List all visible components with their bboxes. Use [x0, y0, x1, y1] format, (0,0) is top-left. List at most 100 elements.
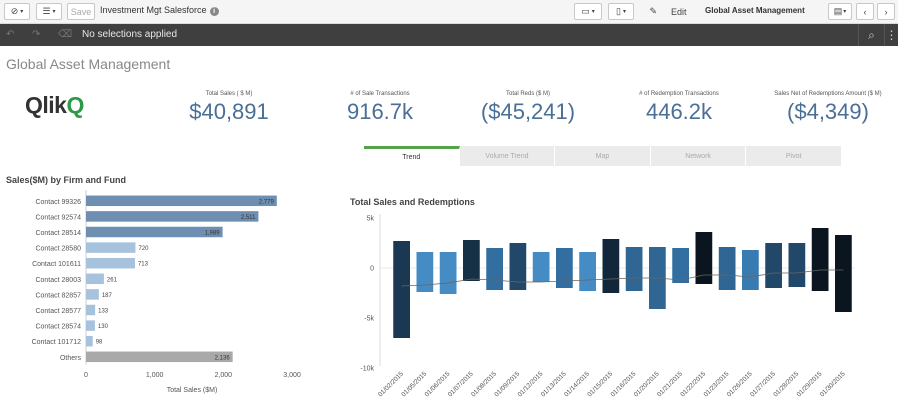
previous-sheet-button[interactable]: ‹ — [856, 3, 874, 20]
app-title-text: Investment Mgt Salesforce — [100, 5, 207, 15]
data-label: 2,779 — [259, 199, 275, 205]
category-label: Contact 101712 — [32, 339, 82, 346]
kpi-label: Sales Net of Redemptions Amount ($ M) — [774, 91, 882, 97]
y-tick-label: 5k — [367, 216, 375, 223]
bar[interactable] — [463, 240, 480, 281]
kpi-label: # of Redemption Transactions — [639, 91, 719, 97]
search-icon: ⌕ — [868, 27, 875, 42]
bar[interactable] — [86, 351, 233, 363]
tab-trend[interactable]: Trend — [364, 146, 460, 166]
bar[interactable] — [393, 241, 410, 338]
y-tick-label: 0 — [370, 266, 374, 273]
bar[interactable] — [811, 228, 829, 291]
sheet-title: Global Asset Management — [6, 56, 171, 72]
bar[interactable] — [86, 211, 259, 222]
chevron-right-icon: › — [884, 6, 888, 17]
save-button[interactable]: Save — [67, 3, 95, 20]
data-label: 720 — [138, 246, 149, 252]
info-icon[interactable]: i — [209, 7, 219, 16]
chart-tabs: Trend Volume Trend Map Network Pivot — [364, 146, 842, 166]
bar[interactable] — [695, 232, 713, 284]
x-tick-label: 3,000 — [283, 372, 301, 379]
data-label: 2,136 — [215, 355, 231, 361]
category-label: Contact 92574 — [35, 214, 81, 221]
y-tick-label: -10k — [360, 366, 374, 373]
sheet-name-label: Global Asset Management — [705, 6, 805, 15]
kpi-label: Total Reds ($ M) — [505, 91, 550, 97]
bar[interactable] — [742, 250, 759, 290]
bar[interactable] — [556, 248, 573, 288]
bar[interactable] — [532, 252, 550, 282]
bar[interactable] — [86, 289, 99, 300]
bar[interactable] — [439, 252, 457, 294]
bar[interactable] — [509, 243, 527, 290]
selections-status: No selections applied — [82, 29, 178, 40]
kpi-label: Total Sales ( $ M) — [205, 91, 253, 97]
kpi-value: $40,891 — [189, 99, 269, 124]
sales-by-firm-chart[interactable]: Contact 99326 2,779 Contact 92574 2,511 Cont… — [0, 188, 305, 400]
tab-volume-trend[interactable]: Volume Trend — [459, 146, 556, 166]
device-button[interactable]: ▯ ▾ — [608, 3, 634, 20]
phone-icon: ▯ — [616, 6, 621, 16]
bar[interactable] — [86, 320, 95, 331]
data-label: 98 — [96, 340, 103, 346]
sales-chart-title: Sales($M) by Firm and Fund — [6, 175, 127, 185]
bar[interactable] — [86, 195, 277, 207]
data-label: 1,989 — [205, 231, 221, 237]
chevron-down-icon: ▾ — [591, 9, 595, 15]
tab-network[interactable]: Network — [650, 146, 747, 166]
bar[interactable] — [579, 252, 596, 291]
logo-text: Qlik — [25, 92, 67, 118]
compass-icon: ⊘ — [10, 6, 19, 16]
bar[interactable] — [718, 247, 736, 290]
bar[interactable] — [765, 243, 782, 288]
net-line — [401, 269, 844, 287]
kpi-value: ($45,241) — [480, 99, 576, 124]
search-button[interactable]: ⌕ — [858, 24, 884, 46]
bar[interactable] — [86, 335, 93, 347]
bar[interactable] — [788, 243, 806, 287]
tab-map[interactable]: Map — [555, 146, 651, 166]
next-sheet-button[interactable]: › — [877, 3, 895, 20]
selections-bar: ↶ ↷ ⌫ No selections applied ⌕ ⋮ — [0, 24, 898, 46]
tab-pivot[interactable]: Pivot — [746, 146, 842, 166]
data-label: 187 — [102, 293, 113, 299]
data-label: 261 — [107, 277, 118, 283]
bar[interactable] — [486, 248, 503, 290]
bar[interactable] — [835, 235, 852, 312]
kpi-net-sales[interactable]: Sales Net of Redemptions Amount ($ M) ($… — [762, 91, 894, 125]
bar[interactable] — [625, 247, 643, 291]
edit-button[interactable]: ✎ Edit — [640, 3, 696, 20]
sheets-button[interactable]: ▤ ▾ — [828, 3, 852, 20]
category-label: Contact 28577 — [35, 308, 81, 315]
sales-redemptions-chart[interactable]: 5k0-5k-10k01/02/201501/05/201501/06/2015… — [340, 206, 860, 406]
clear-selections-icon[interactable]: ⌫ — [58, 29, 73, 40]
kpi-redemption-transactions[interactable]: # of Redemption Transactions 446.2k — [623, 91, 735, 125]
category-label: Others — [60, 355, 82, 362]
kpi-total-sales[interactable]: Total Sales ( $ M) $40,891 — [179, 91, 279, 125]
kpi-total-reds[interactable]: Total Reds ($ M) ($45,241) — [473, 91, 583, 125]
navigation-menu-button[interactable]: ⊘ ▾ — [4, 3, 30, 20]
y-tick-label: -5k — [364, 316, 374, 323]
bar[interactable] — [86, 242, 136, 253]
pencil-icon: ✎ — [649, 6, 658, 16]
data-label: 2,511 — [241, 215, 256, 221]
sales-redemptions-title: Total Sales and Redemptions — [350, 197, 475, 207]
present-button[interactable]: ▭ ▾ — [574, 3, 602, 20]
kpi-value: 916.7k — [346, 99, 414, 124]
bar[interactable] — [86, 226, 223, 238]
bar[interactable] — [672, 248, 689, 283]
step-back-icon[interactable]: ↶ — [6, 29, 15, 40]
global-menu-button[interactable]: ☰ ▾ — [36, 3, 62, 20]
more-button[interactable]: ⋮ — [884, 24, 898, 46]
bar[interactable] — [86, 273, 104, 285]
data-label: 713 — [138, 262, 149, 268]
kpi-sale-transactions[interactable]: # of Sale Transactions 916.7k — [330, 91, 430, 125]
bar[interactable] — [602, 239, 620, 293]
bar[interactable] — [86, 257, 135, 269]
chevron-down-icon: ▾ — [843, 9, 847, 15]
step-forward-icon[interactable]: ↷ — [32, 29, 41, 40]
bar[interactable] — [416, 252, 434, 292]
bar[interactable] — [86, 304, 96, 316]
data-label: 133 — [98, 309, 109, 315]
